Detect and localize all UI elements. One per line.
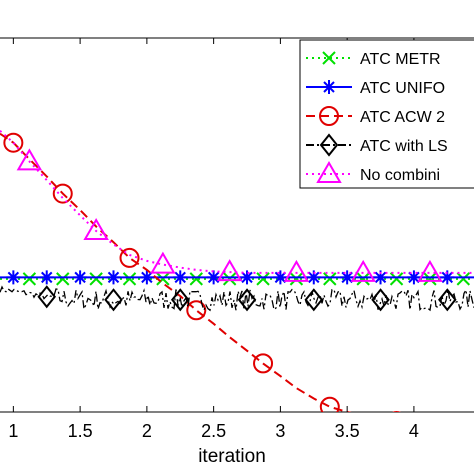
marker-atc-metr	[456, 272, 471, 286]
marker-atc-unifo	[373, 270, 388, 285]
legend-marker-atc-metr	[322, 51, 336, 65]
x-axis: 1 1.5 2 2.5 3 3.5 4	[8, 38, 419, 441]
marker-atc-acw-2	[319, 396, 340, 412]
legend-entry-atc-with-ls: ATC with LS	[306, 133, 448, 157]
marker-atc-unifo	[340, 270, 355, 285]
marker-atc-unifo	[306, 270, 321, 285]
series-atc-acw-2	[0, 132, 401, 412]
legend-entry-no-combini: No combini	[306, 161, 440, 184]
marker-atc-with-ls	[237, 288, 257, 312]
legend-marker-atc-acw-2	[319, 106, 339, 126]
legend-marker-no-combini	[316, 161, 342, 183]
marker-atc-metr	[356, 272, 370, 286]
marker-atc-acw-2	[3, 132, 24, 153]
marker-atc-acw-2	[186, 300, 207, 321]
marker-no-combini	[216, 259, 243, 282]
marker-atc-metr	[323, 272, 337, 286]
marker-atc-with-ls	[304, 288, 324, 312]
legend-label: ATC with LS	[360, 138, 448, 155]
marker-atc-unifo	[406, 270, 421, 285]
legend-label: ATC UNIFO	[360, 80, 445, 97]
marker-atc-unifo	[6, 270, 21, 285]
marker-atc-unifo	[206, 270, 221, 285]
marker-atc-unifo	[106, 270, 121, 285]
marker-atc-acw-2	[253, 353, 274, 374]
legend: ATC METR ATC UNIFO ATC ACW 2 ATC with LS No …	[299, 39, 474, 189]
x-tick-label: 1.5	[68, 421, 93, 441]
legend-label: No combini	[360, 167, 440, 184]
marker-atc-metr	[289, 272, 304, 286]
x-tick-label: 4	[409, 421, 419, 441]
marker-atc-with-ls	[104, 288, 123, 312]
legend-entry-atc-unifo: ATC UNIFO	[306, 80, 445, 97]
series-layer	[0, 130, 474, 412]
marker-atc-metr	[22, 272, 37, 286]
legend-label: ATC METR	[360, 51, 441, 68]
marker-atc-metr	[423, 272, 437, 286]
marker-atc-with-ls	[438, 288, 457, 312]
series-line-atc-acw-2	[0, 132, 352, 412]
series-atc-unifo	[0, 270, 474, 285]
marker-atc-acw-2	[392, 410, 401, 412]
marker-atc-unifo	[440, 270, 455, 285]
marker-atc-metr	[222, 272, 237, 286]
marker-atc-acw-2	[52, 183, 73, 204]
series-atc-metr	[0, 272, 474, 286]
marker-atc-acw-2	[119, 247, 140, 268]
legend-entry-atc-metr: ATC METR	[306, 51, 441, 68]
marker-atc-unifo	[73, 270, 88, 285]
marker-atc-unifo	[273, 270, 288, 285]
legend-entry-atc-acw-2: ATC ACW 2	[306, 106, 445, 126]
marker-atc-unifo	[173, 270, 188, 285]
series-atc-with-ls	[0, 285, 474, 312]
marker-no-combini	[350, 259, 376, 282]
legend-marker-atc-unifo	[322, 80, 336, 94]
marker-atc-with-ls	[37, 285, 57, 309]
x-tick-label: 2.5	[201, 421, 226, 441]
marker-no-combini	[283, 259, 310, 282]
x-tick-label: 2	[142, 421, 152, 441]
marker-atc-unifo	[240, 270, 255, 285]
marker-atc-metr	[56, 272, 70, 286]
marker-atc-metr	[89, 272, 103, 286]
marker-no-combini	[83, 217, 109, 240]
legend-label: ATC ACW 2	[360, 109, 445, 126]
x-tick-label: 3.5	[335, 421, 360, 441]
marker-atc-unifo	[39, 270, 54, 285]
marker-atc-with-ls	[371, 288, 390, 312]
x-tick-label: 3	[275, 421, 285, 441]
series-line-no-combini	[0, 130, 474, 274]
legend-marker-atc-with-ls	[319, 133, 339, 157]
marker-atc-unifo	[139, 270, 154, 285]
marker-atc-with-ls	[170, 288, 190, 312]
series-line-atc-with-ls	[0, 285, 474, 312]
marker-no-combini	[417, 259, 443, 282]
marker-no-combini	[16, 148, 43, 171]
marker-no-combini	[150, 251, 176, 274]
marker-atc-metr	[389, 272, 404, 286]
series-no-combini	[0, 130, 474, 282]
marker-atc-metr	[189, 272, 203, 286]
marker-atc-metr	[256, 272, 270, 286]
marker-atc-metr	[156, 272, 170, 286]
x-tick-label: 1	[8, 421, 18, 441]
x-axis-title: iteration	[198, 446, 266, 467]
marker-atc-metr	[122, 272, 137, 286]
